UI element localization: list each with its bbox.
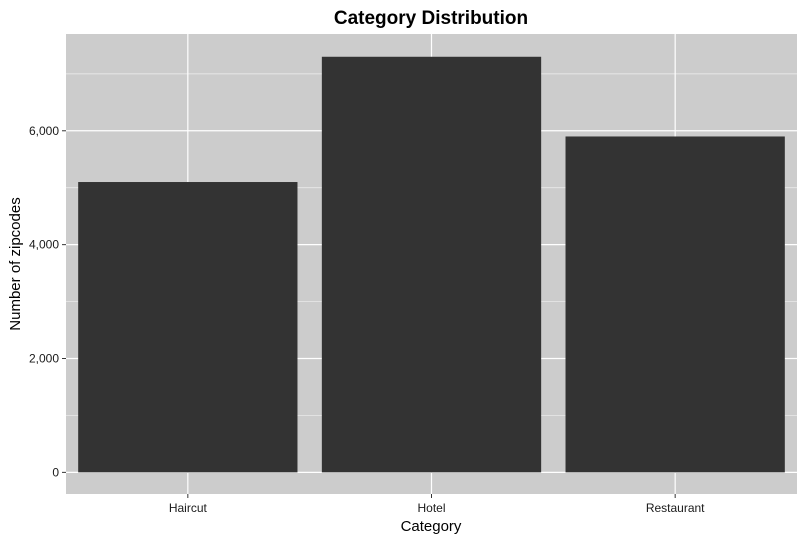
x-axis: Haircut Hotel Restaurant [169, 494, 705, 515]
bar-restaurant [565, 136, 785, 473]
y-tick-label: 0 [52, 465, 59, 479]
x-tick-label: Haircut [169, 501, 208, 515]
bars [78, 56, 785, 473]
y-tick-label: 6,000 [29, 124, 59, 138]
bar-haircut [78, 182, 298, 473]
x-tick-label: Hotel [417, 501, 445, 515]
y-tick-label: 2,000 [29, 352, 59, 366]
y-tick-label: 4,000 [29, 238, 59, 252]
bar-hotel [321, 56, 542, 473]
x-tick-label: Restaurant [646, 501, 705, 515]
y-axis-title: Number of zipcodes [7, 197, 24, 330]
chart-title: Category Distribution [334, 8, 528, 29]
y-axis: 0 2,000 4,000 6,000 [29, 124, 66, 479]
x-axis-title: Category [401, 518, 462, 535]
